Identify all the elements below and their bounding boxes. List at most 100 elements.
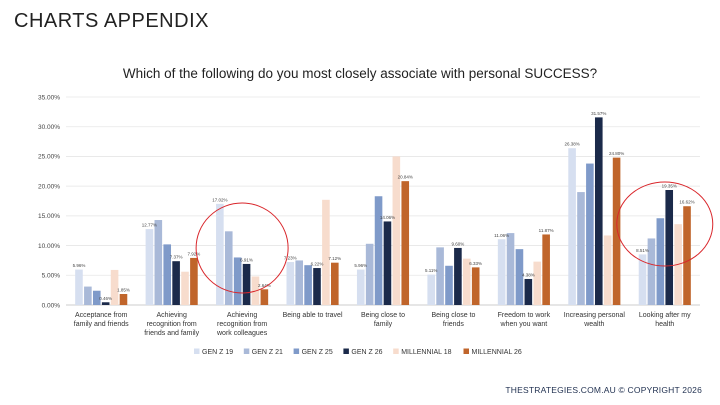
- bar: [119, 294, 128, 305]
- bar: [313, 268, 321, 305]
- data-label: 9.60%: [452, 241, 465, 246]
- data-label: 20.84%: [398, 175, 413, 180]
- category-label: Looking after my health: [639, 312, 691, 328]
- y-tick-label: 30.00%: [38, 124, 60, 131]
- data-label: 11.87%: [539, 228, 554, 233]
- legend-swatch: [343, 348, 349, 354]
- data-label: 5.96%: [354, 263, 367, 268]
- bar: [286, 262, 295, 305]
- bar: [145, 229, 154, 305]
- y-tick-label: 0.00%: [42, 302, 61, 309]
- bar: [427, 274, 435, 305]
- data-label: 16.62%: [679, 200, 694, 205]
- bar: [603, 235, 612, 305]
- legend-label: MILLENNIAL 26: [472, 349, 522, 356]
- bar: [683, 206, 691, 305]
- y-tick-label: 35.00%: [38, 94, 60, 101]
- data-label: 7.37%: [170, 255, 183, 260]
- category-label: Increasing personal wealth: [564, 312, 626, 328]
- bar: [190, 257, 198, 305]
- bar: [181, 271, 189, 305]
- category-label: Achieving recognition from work colleagues: [216, 312, 268, 337]
- highlight-circle: [195, 202, 289, 294]
- category-label: Being able to travel: [283, 312, 343, 319]
- bar: [524, 278, 533, 305]
- bar: [172, 261, 180, 305]
- x-axis-categories: Acceptance from family and friends Achievi…: [74, 312, 691, 337]
- bar: [533, 261, 542, 305]
- y-tick-label: 25.00%: [38, 154, 60, 161]
- gridlines: [66, 96, 700, 306]
- y-tick-label: 20.00%: [38, 183, 60, 190]
- data-label: 7.92%: [188, 251, 201, 256]
- legend-label: GEN Z 19: [202, 349, 233, 356]
- bar: [515, 249, 524, 305]
- data-label: 0.46%: [99, 296, 112, 301]
- data-label: 4.38%: [522, 272, 535, 277]
- bar: [75, 269, 83, 305]
- chart-title: Which of the following do you most close…: [122, 66, 598, 81]
- bar: [436, 247, 444, 305]
- bar: [101, 302, 110, 305]
- data-label: 26.38%: [564, 142, 579, 147]
- legend-swatch: [293, 348, 300, 354]
- data-label: 5.96%: [73, 263, 86, 268]
- data-label: 12.77%: [142, 223, 157, 228]
- data-label: 6.33%: [469, 261, 482, 266]
- bar: [356, 269, 365, 305]
- bar: [331, 262, 339, 305]
- y-tick-label: 15.00%: [38, 213, 60, 220]
- category-label: Achieving recognition from friends and fam…: [144, 312, 199, 337]
- bar: [392, 156, 401, 305]
- data-label: 19.35%: [662, 184, 677, 189]
- bar: [612, 157, 621, 305]
- bar: [322, 199, 330, 305]
- bar: [92, 290, 101, 305]
- bar: [586, 163, 594, 305]
- y-tick-label: 10.00%: [38, 243, 60, 250]
- bar: [224, 231, 233, 305]
- bar: [568, 148, 576, 305]
- bar: [454, 247, 462, 305]
- category-label: Acceptance from family and friends: [74, 312, 129, 328]
- page-title: CHARTS APPENDIX: [14, 10, 209, 32]
- data-label: 2.64%: [258, 283, 271, 288]
- bar: [383, 221, 392, 305]
- bar: [577, 192, 585, 305]
- data-labels: 5.96% 0.46% 1.85% 12.77% 7.37% 7.92% 17.02% 6.9…: [73, 111, 695, 301]
- data-label: 1.85%: [117, 288, 130, 293]
- legend: GEN Z 19 GEN Z 21 GEN Z 25 GEN Z 26 MILLENNI…: [194, 348, 522, 356]
- bar: [462, 258, 471, 305]
- highlight-circle: [616, 181, 714, 267]
- legend-label: GEN Z 21: [252, 349, 283, 356]
- bar: [260, 289, 269, 305]
- data-label: 6.22%: [311, 262, 324, 267]
- bar: [506, 233, 515, 305]
- legend-label: GEN Z 26: [351, 349, 382, 356]
- copyright-footer: THESTRATEGIES.COM.AU © COPYRIGHT 2026: [505, 385, 702, 395]
- bar: [665, 190, 674, 305]
- bar: [656, 218, 665, 305]
- bar: [242, 263, 251, 305]
- bar: [163, 244, 172, 305]
- bar: [304, 265, 312, 305]
- legend-swatch: [194, 348, 200, 354]
- bar: [497, 239, 506, 305]
- bar: [154, 220, 163, 305]
- legend-swatch: [393, 348, 399, 354]
- data-label: 8.51%: [636, 248, 649, 253]
- category-label: Being close to family: [361, 312, 405, 328]
- data-label: 7.23%: [284, 256, 297, 261]
- legend-swatch: [243, 348, 250, 354]
- bars: [75, 117, 691, 305]
- bar: [445, 265, 453, 305]
- bar: [594, 117, 603, 305]
- data-label: 5.11%: [425, 268, 437, 273]
- annotations: [195, 181, 714, 294]
- bar: [365, 243, 374, 305]
- legend-label: GEN Z 25: [302, 349, 333, 356]
- bar: [233, 257, 242, 305]
- bar: [295, 260, 304, 305]
- bar: [110, 269, 119, 305]
